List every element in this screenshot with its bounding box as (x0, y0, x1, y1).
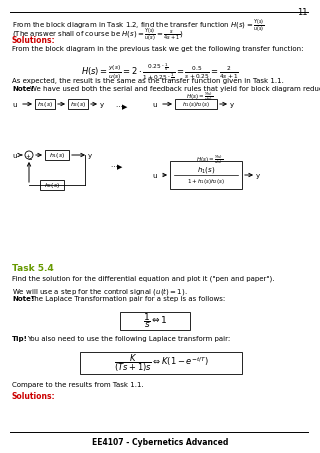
Text: (The answer shall of course be $H(s) = \frac{Y(s)}{u(s)} = \frac{s}{4s+1}$): (The answer shall of course be $H(s) = \… (12, 27, 183, 43)
Bar (45, 150, 69, 160)
Text: $h_1(s)$: $h_1(s)$ (49, 151, 65, 160)
Bar (35, 99, 55, 109)
Text: u: u (12, 102, 17, 108)
Text: The Laplace Transformation pair for a step is as follows:: The Laplace Transformation pair for a st… (30, 296, 225, 302)
Text: We will use a step for the control signal ($u(t) = 1$).: We will use a step for the control signa… (12, 286, 188, 297)
Text: $h_1(s)$: $h_1(s)$ (37, 100, 53, 109)
Text: y: y (230, 102, 234, 108)
Bar (120, 312, 190, 330)
Text: +: + (26, 154, 30, 159)
Text: $H(s) = \frac{Y(s)}{u(s)}$: $H(s) = \frac{Y(s)}{u(s)}$ (196, 153, 224, 165)
Circle shape (25, 151, 33, 159)
Text: Tip!: Tip! (12, 336, 28, 342)
Bar (175, 99, 217, 109)
Text: y: y (88, 153, 92, 159)
Bar (80, 352, 242, 374)
Bar (68, 99, 88, 109)
Text: Note!: Note! (12, 86, 34, 92)
Text: $1 + h_1(s)h_2(s)$: $1 + h_1(s)h_2(s)$ (187, 178, 225, 187)
Text: You also need to use the following Laplace transform pair:: You also need to use the following Lapla… (27, 336, 230, 342)
Bar (40, 180, 64, 190)
Text: $h_2(s)$: $h_2(s)$ (44, 181, 60, 190)
Text: Compare to the results from Task 1.1.: Compare to the results from Task 1.1. (12, 382, 144, 388)
Text: y: y (100, 102, 104, 108)
Text: $h_2(s)$: $h_2(s)$ (70, 100, 86, 109)
Text: $\dfrac{K}{(Ts+1)s} \Leftrightarrow K(1-e^{-t/T})$: $\dfrac{K}{(Ts+1)s} \Leftrightarrow K(1-… (114, 352, 208, 374)
Text: Note!: Note! (12, 296, 34, 302)
Bar (170, 161, 242, 189)
Text: Find the solution for the differential equation and plot it ("pen and paper").: Find the solution for the differential e… (12, 276, 275, 283)
Text: $H(s) = \frac{Y(s)}{u(s)}$: $H(s) = \frac{Y(s)}{u(s)}$ (186, 90, 214, 102)
Text: Solutions:: Solutions: (12, 392, 56, 401)
Text: Task 5.4: Task 5.4 (12, 264, 54, 273)
Text: y: y (256, 173, 260, 179)
Text: EE4107 - Cybernetics Advanced: EE4107 - Cybernetics Advanced (92, 438, 228, 447)
Text: u: u (152, 173, 156, 179)
Text: $\cdots \!\!\blacktriangleright$: $\cdots \!\!\blacktriangleright$ (115, 102, 128, 112)
Text: $h_1(s)$: $h_1(s)$ (197, 165, 215, 175)
Text: $\dfrac{1}{s} \Leftrightarrow 1$: $\dfrac{1}{s} \Leftrightarrow 1$ (143, 312, 167, 330)
Text: From the block diagram in the previous task we get the following transfer functi: From the block diagram in the previous t… (12, 46, 303, 52)
Text: $-$: $-$ (27, 156, 33, 161)
Text: u: u (12, 153, 17, 159)
Text: 11: 11 (298, 8, 308, 17)
Text: We have used both the serial and feedback rules that yield for block diagram red: We have used both the serial and feedbac… (30, 86, 320, 92)
Text: From the block diagram in Task 1.2, find the transfer function $H(s) = \frac{Y(s: From the block diagram in Task 1.2, find… (12, 18, 265, 34)
Text: u: u (152, 102, 156, 108)
Text: $h_1(s)h_2(s)$: $h_1(s)h_2(s)$ (182, 100, 210, 109)
Text: $\cdots \!\!\blacktriangleright$: $\cdots \!\!\blacktriangleright$ (110, 162, 124, 172)
Text: $H(s) = \frac{y(s)}{u(s)} = 2 \cdot \frac{0.25 \cdot \frac{1}{s}}{1 + 0.25 \cdot: $H(s) = \frac{y(s)}{u(s)} = 2 \cdot \fra… (81, 62, 239, 84)
Text: As expected, the result is the same as the transfer function given in Task 1.1.: As expected, the result is the same as t… (12, 78, 284, 84)
Text: Solutions:: Solutions: (12, 36, 56, 45)
